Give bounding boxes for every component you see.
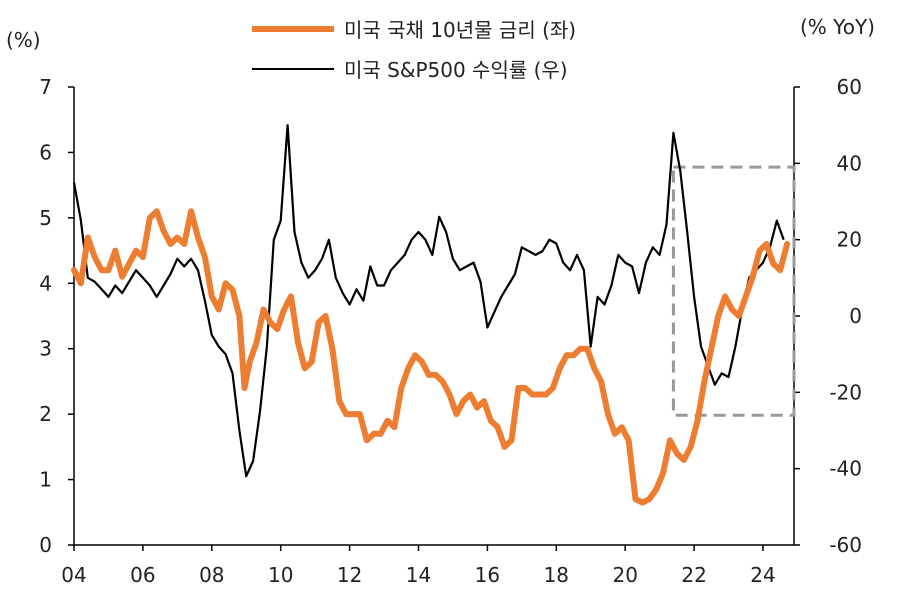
x-tick-label: 08 [199,563,224,587]
legend-label-treasury-10y: 미국 국채 10년물 금리 (좌) [344,18,576,42]
left-axis-ticks: 0 1 2 3 4 5 6 7 [39,75,74,557]
left-tick-label: 3 [39,337,52,361]
right-tick-label: 60 [837,75,862,99]
x-tick-label: 24 [750,563,775,587]
left-tick-label: 5 [39,206,52,230]
x-tick-label: 10 [268,563,293,587]
legend: 미국 국채 10년물 금리 (좌) 미국 S&P500 수익률 (우) [252,18,576,82]
right-tick-label: 20 [837,228,862,252]
right-axis-ticks: -60 -40 -20 0 20 40 60 [794,75,862,557]
series-line-treasury-10y [71,208,791,506]
right-tick-label: -40 [829,457,862,481]
series-line-sp500 [72,124,785,478]
left-tick-label: 7 [39,75,52,99]
left-axis-unit: (%) [6,28,41,52]
right-tick-label: 0 [849,304,862,328]
legend-label-sp500: 미국 S&P500 수익률 (우) [344,58,568,82]
x-tick-label: 16 [475,563,500,587]
right-tick-label: -60 [829,533,862,557]
right-tick-label: -20 [829,380,862,404]
left-tick-label: 0 [39,533,52,557]
left-tick-label: 2 [39,402,52,426]
x-tick-label: 14 [406,563,431,587]
left-tick-label: 1 [39,468,52,492]
x-tick-label: 04 [61,563,86,587]
right-axis-unit: (% YoY) [800,15,875,39]
x-axis-ticks: 04 06 08 10 12 14 16 18 20 22 24 [61,545,776,587]
x-tick-label: 20 [612,563,637,587]
x-tick-label: 22 [681,563,706,587]
left-tick-label: 4 [39,271,52,295]
right-tick-label: 40 [837,151,862,175]
x-tick-label: 12 [337,563,362,587]
x-tick-label: 06 [130,563,155,587]
highlight-box [671,165,796,417]
x-tick-label: 18 [544,563,569,587]
left-tick-label: 6 [39,140,52,164]
